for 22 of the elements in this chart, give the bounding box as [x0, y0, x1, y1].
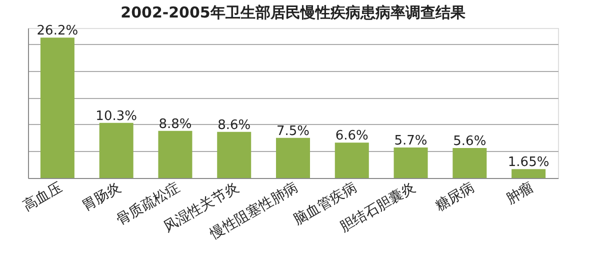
bar [394, 147, 428, 178]
x-tick-label: 糖尿病 [432, 180, 478, 214]
bar [452, 148, 487, 178]
bar [334, 142, 369, 178]
x-tick-label: 高血压 [20, 180, 65, 214]
bar [158, 130, 192, 178]
data-label: 8.8% [158, 116, 192, 132]
data-label: 8.6% [218, 118, 251, 133]
data-label: 1.65% [508, 155, 550, 170]
data-label: 10.3% [96, 108, 137, 124]
data-label: 7.5% [276, 124, 310, 139]
x-tick-label: 肿瘤 [504, 180, 536, 208]
bar [276, 138, 310, 178]
bar [99, 122, 134, 178]
data-label: 6.6% [335, 128, 368, 144]
bar [512, 169, 546, 178]
bar [40, 38, 74, 178]
chart-title: 2002-2005年卫生部居民慢性疾病患病率调查结果 [120, 4, 466, 22]
bar [217, 132, 252, 178]
data-label: 26.2% [36, 24, 78, 39]
data-label: 5.7% [394, 133, 428, 148]
data-label: 5.6% [453, 134, 486, 149]
